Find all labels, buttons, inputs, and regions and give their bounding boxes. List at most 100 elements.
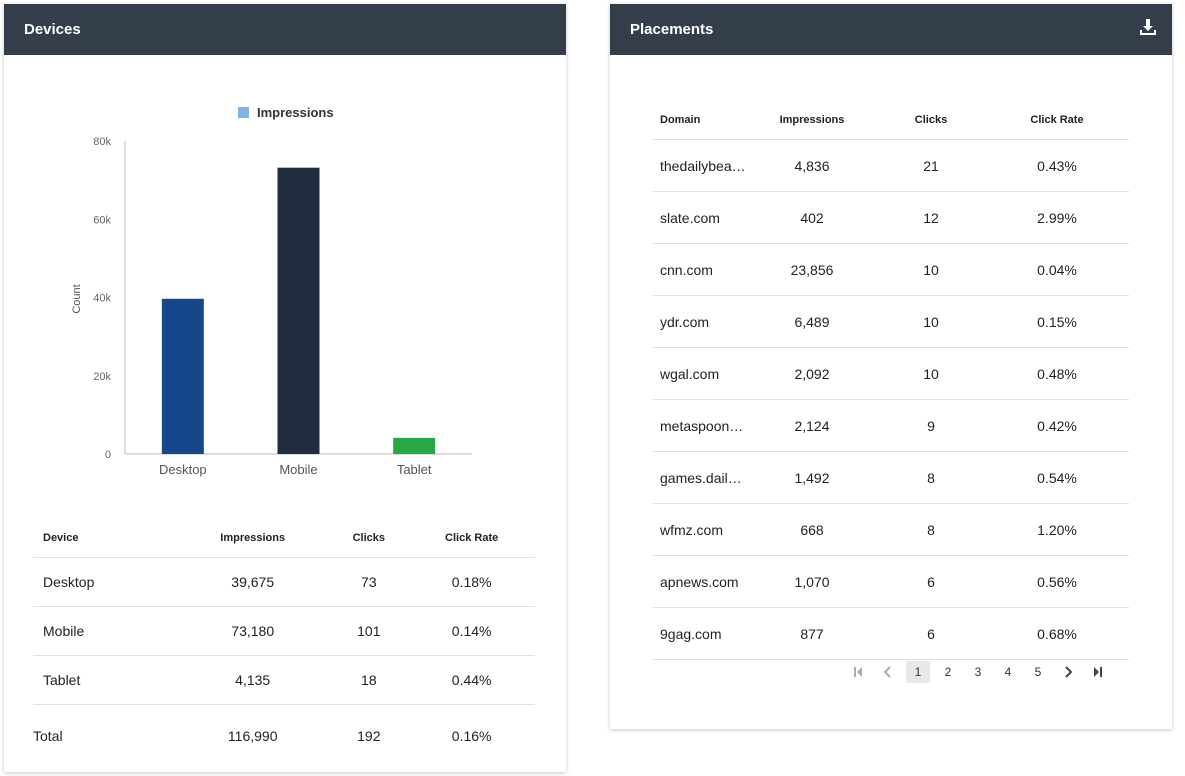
cell-impressions: 877	[747, 607, 877, 660]
prev-page-icon[interactable]	[876, 661, 900, 683]
devices-table-header-row: Device Impressions Clicks Click Rate	[33, 519, 535, 558]
cell-impressions: 4,836	[747, 139, 877, 192]
cell-impressions: 4,135	[176, 655, 330, 705]
col-impressions[interactable]: Impressions	[747, 101, 877, 140]
placements-header: Placements	[610, 4, 1172, 55]
cell-click-rate: 0.44%	[408, 655, 535, 705]
cell-domain: wfmz.com	[653, 503, 747, 556]
cell-click-rate: 0.18%	[408, 557, 535, 607]
cell-domain: wgal.com	[653, 347, 747, 400]
table-row: apnews.com 1,070 6 0.56%	[653, 555, 1129, 608]
table-row: slate.com 402 12 2.99%	[653, 191, 1129, 244]
y-tick-label: 20k	[93, 371, 111, 383]
cell-domain: metaspoon.com	[653, 399, 747, 452]
cell-domain: 9gag.com	[653, 607, 747, 660]
cell-impressions: 73,180	[176, 606, 330, 656]
cell-domain: games.dailymail.co.uk	[653, 451, 747, 504]
cell-clicks: 9	[877, 399, 985, 452]
cell-impressions: 39,675	[176, 557, 330, 607]
placements-title: Placements	[630, 21, 714, 38]
cell-clicks: 10	[877, 347, 985, 400]
col-clicks[interactable]: Clicks	[877, 101, 985, 140]
cell-clicks: 10	[877, 243, 985, 296]
cell-click-rate: 0.42%	[985, 399, 1129, 452]
x-tick-label: Desktop	[159, 462, 207, 477]
cell-domain: apnews.com	[653, 555, 747, 608]
cell-click-rate: 0.43%	[985, 139, 1129, 192]
bar-desktop[interactable]	[161, 298, 204, 454]
page-button-3[interactable]: 3	[974, 665, 982, 679]
bar-tablet[interactable]	[393, 437, 436, 454]
col-click-rate[interactable]: Click Rate	[985, 101, 1129, 140]
cell-click-rate: 0.68%	[985, 607, 1129, 660]
cell-click-rate: 0.14%	[408, 606, 535, 656]
page-button-5[interactable]: 5	[1034, 665, 1042, 679]
table-row: wgal.com 2,092 10 0.48%	[653, 347, 1129, 400]
download-icon[interactable]	[1138, 17, 1158, 37]
table-row: Mobile 73,180 101 0.14%	[33, 606, 535, 656]
total-impressions: 116,990	[227, 728, 278, 744]
cell-clicks: 6	[877, 555, 985, 608]
table-row: Desktop 39,675 73 0.18%	[33, 557, 535, 607]
y-tick-label: 80k	[93, 136, 111, 148]
cell-device: Desktop	[33, 557, 177, 607]
cell-clicks: 12	[877, 191, 985, 244]
cell-impressions: 6,489	[747, 295, 877, 348]
cell-clicks: 8	[877, 451, 985, 504]
cell-impressions: 402	[747, 191, 877, 244]
cell-click-rate: 0.54%	[985, 451, 1129, 504]
next-page-icon[interactable]	[1056, 661, 1080, 683]
legend-swatch[interactable]	[238, 107, 249, 118]
cell-clicks: 73	[329, 557, 409, 607]
bar-mobile[interactable]	[277, 167, 320, 454]
page-button-4[interactable]: 4	[1004, 665, 1012, 679]
cell-click-rate: 2.99%	[985, 191, 1129, 244]
first-page-icon[interactable]	[846, 661, 870, 683]
page-button-2[interactable]: 2	[944, 665, 952, 679]
x-tick-label: Tablet	[397, 462, 432, 477]
cell-impressions: 23,856	[747, 243, 877, 296]
cell-impressions: 668	[747, 503, 877, 556]
y-tick-label: 60k	[93, 214, 111, 226]
y-axis-title: Count	[71, 284, 83, 313]
y-tick-label: 0	[105, 449, 111, 461]
total-row: Total 116,990 192 0.16%	[33, 705, 535, 768]
cell-clicks: 18	[329, 655, 409, 705]
placements-table-header-row: Domain Impressions Clicks Click Rate	[653, 101, 1129, 140]
col-click-rate[interactable]: Click Rate	[408, 519, 535, 558]
devices-bar-chart: Impressions Count 0 20k 40k 60k 80k Desktop M…	[71, 105, 472, 477]
cell-clicks: 6	[877, 607, 985, 660]
table-row: 9gag.com 877 6 0.68%	[653, 607, 1129, 660]
cell-clicks: 8	[877, 503, 985, 556]
cell-domain: thedailybeast.com	[653, 139, 747, 192]
total-label: Total	[33, 728, 63, 744]
y-tick-label: 40k	[93, 293, 111, 305]
pagination: 1 2 3 4 5	[846, 661, 1110, 683]
cell-clicks: 10	[877, 295, 985, 348]
cell-domain: slate.com	[653, 191, 747, 244]
cell-impressions: 2,092	[747, 347, 877, 400]
table-row: cnn.com 23,856 10 0.04%	[653, 243, 1129, 296]
cell-click-rate: 1.20%	[985, 503, 1129, 556]
col-domain[interactable]: Domain	[653, 101, 747, 140]
devices-table: Device Impressions Clicks Click Rate Des…	[33, 519, 535, 767]
col-clicks[interactable]: Clicks	[329, 519, 409, 558]
devices-title: Devices	[24, 21, 81, 38]
devices-card: Devices Impressions Count 0 20k 40k 60k 80k …	[4, 4, 566, 772]
col-impressions[interactable]: Impressions	[176, 519, 330, 558]
cell-click-rate: 0.04%	[985, 243, 1129, 296]
cell-impressions: 1,492	[747, 451, 877, 504]
cell-click-rate: 0.56%	[985, 555, 1129, 608]
legend-label[interactable]: Impressions	[257, 105, 334, 120]
cell-clicks: 21	[877, 139, 985, 192]
table-row: ydr.com 6,489 10 0.15%	[653, 295, 1129, 348]
last-page-icon[interactable]	[1086, 661, 1110, 683]
cell-clicks: 101	[329, 606, 409, 656]
col-device[interactable]: Device	[33, 519, 177, 558]
page-button-1[interactable]: 1	[906, 661, 930, 683]
total-clicks: 192	[357, 728, 381, 744]
cell-click-rate: 0.15%	[985, 295, 1129, 348]
